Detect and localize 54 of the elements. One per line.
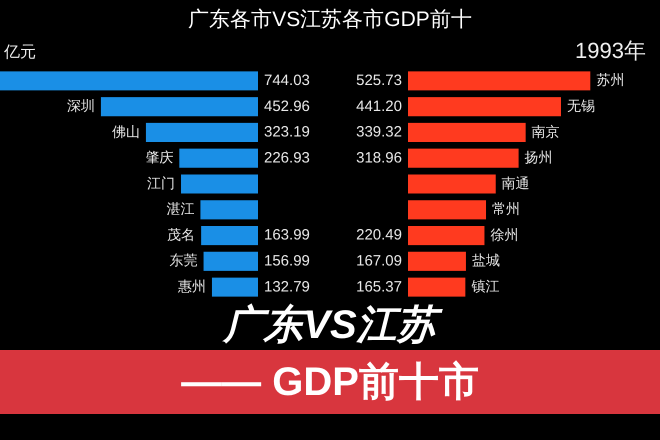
text: 广东VS江苏 — [221, 302, 444, 348]
data-label: 167.09 — [356, 252, 402, 270]
y-tick-label: 江门 — [147, 174, 176, 191]
bar — [408, 97, 561, 116]
bar — [0, 71, 258, 90]
data-label: 163.99 — [264, 226, 310, 244]
x-axis-title: 亿元 — [4, 43, 36, 63]
y-tick-label: 惠州 — [176, 278, 206, 294]
y-tick-label: 苏州 — [596, 72, 624, 88]
text: 广东各市VS江苏各市GDP前十 — [188, 8, 472, 31]
y-tick-label: 南通 — [502, 174, 530, 191]
bar — [408, 148, 519, 168]
data-label: 318.96 — [356, 149, 402, 166]
bar — [408, 71, 590, 90]
y-tick-label: 深圳 — [66, 98, 95, 114]
bar — [408, 278, 466, 297]
y-tick-label: 徐州 — [490, 226, 518, 242]
bar — [201, 226, 258, 246]
data-label: 744.03 — [264, 72, 310, 90]
data-label: 132.79 — [264, 278, 310, 296]
y-tick-label: 东莞 — [170, 252, 198, 268]
text: —— GDP前十市 — [0, 350, 660, 414]
bar — [408, 200, 486, 220]
bar — [408, 226, 484, 246]
y-tick-label: 扬州 — [524, 149, 553, 166]
y-tick-label: 盐城 — [472, 252, 500, 268]
data-label: 452.96 — [264, 98, 310, 115]
bar — [179, 148, 258, 168]
bar — [408, 174, 496, 194]
y-tick-label: 南京 — [532, 123, 560, 140]
bar — [204, 252, 258, 271]
data-label: 339.32 — [356, 124, 402, 141]
bar — [212, 278, 258, 297]
data-label: 323.19 — [264, 124, 310, 141]
y-tick-label: 镇江 — [470, 278, 500, 294]
y-tick-label: 湛江 — [166, 200, 194, 217]
bar — [181, 174, 258, 194]
data-label: 525.73 — [356, 72, 402, 90]
y-tick-label: 常州 — [492, 200, 520, 217]
data-label: 156.99 — [264, 252, 310, 270]
y-tick-label: 肇庆 — [145, 149, 174, 166]
bar — [408, 122, 526, 142]
y-tick-label: 佛山 — [112, 123, 140, 140]
y-tick-label: 无锡 — [566, 98, 595, 114]
data-label: 165.37 — [356, 278, 402, 296]
bar — [100, 97, 258, 116]
data-label: 220.49 — [356, 226, 402, 244]
bar — [408, 252, 466, 271]
data-label: 226.93 — [264, 149, 310, 166]
y-tick-label: 茂名 — [167, 226, 196, 242]
bar — [146, 122, 258, 142]
bar — [200, 200, 258, 220]
text: 1993年 — [575, 37, 646, 65]
data-label: 441.20 — [356, 98, 402, 115]
